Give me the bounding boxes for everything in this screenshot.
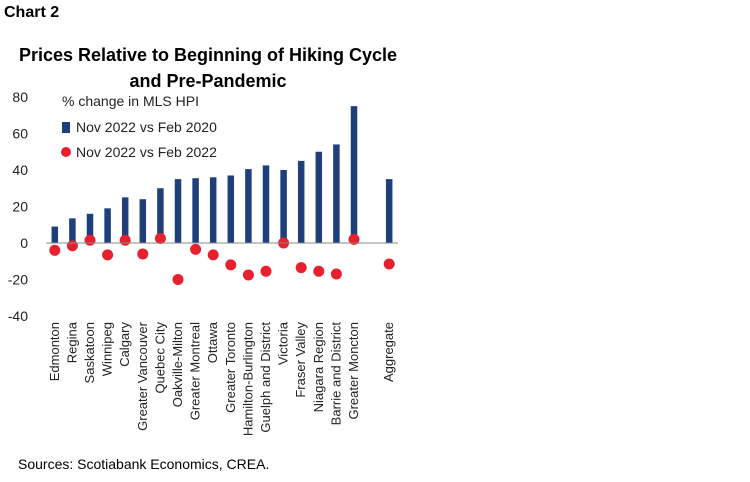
- x-tick-label-aggregate: Aggregate: [381, 322, 396, 382]
- bar-aggregate: [385, 179, 393, 243]
- legend-label-dot: Nov 2022 vs Feb 2022: [76, 144, 217, 160]
- x-tick-label-greater-moncton: Greater Moncton: [346, 322, 361, 420]
- bar-regina: [69, 218, 76, 243]
- y-tick-label: 80: [12, 89, 28, 105]
- y-axis: 80 60 40 20 0 -20 -40: [8, 89, 28, 324]
- y-tick-label: -20: [8, 272, 28, 288]
- dot-ottawa: [207, 249, 219, 261]
- dot-guelph-and-district: [260, 265, 272, 277]
- chart-title: Prices Relative to Beginning of Hiking C…: [18, 45, 398, 91]
- y-tick-label: -40: [8, 308, 28, 324]
- bar-series: [51, 106, 393, 243]
- chart-label: Chart 2: [4, 4, 60, 21]
- dot-edmonton: [49, 244, 61, 256]
- x-tick-label-winnipeg: Winnipeg: [100, 322, 115, 376]
- dot-regina: [66, 240, 78, 252]
- dot-hamilton-burlington: [242, 269, 254, 281]
- x-tick-label-greater-toronto: Greater Toronto: [223, 322, 238, 413]
- bar-calgary: [121, 197, 129, 243]
- bar-barrie-and-district: [333, 144, 340, 243]
- x-axis-labels: Edmonton Regina Saskatoon Winnipeg Calgary Gr…: [47, 321, 396, 436]
- x-tick-label-oakville-milton: Oakville-Milton: [170, 322, 185, 407]
- bar-winnipeg: [104, 208, 111, 243]
- bar-fraser-valley: [297, 160, 305, 243]
- dot-aggregate: [383, 258, 395, 270]
- y-tick-label: 40: [12, 162, 28, 178]
- x-tick-label-edmonton: Edmonton: [47, 322, 62, 381]
- dot-winnipeg: [102, 249, 114, 261]
- x-tick-label-greater-vancouver: Greater Vancouver: [135, 321, 150, 431]
- dot-greater-vancouver: [137, 248, 149, 260]
- dot-niagara-region: [313, 265, 325, 277]
- dot-greater-toronto: [225, 259, 237, 271]
- bar-niagara-region: [315, 151, 323, 243]
- bar-greater-toronto: [227, 175, 235, 243]
- bar-quebec-city: [157, 188, 164, 243]
- dot-barrie-and-district: [330, 268, 342, 280]
- dot-calgary: [119, 234, 131, 246]
- bar-greater-montreal: [192, 178, 199, 243]
- dot-fraser-valley: [295, 262, 307, 274]
- x-tick-label-quebec-city: Quebec City: [152, 322, 167, 394]
- y-tick-label: 20: [12, 199, 28, 215]
- bar-edmonton: [51, 226, 59, 243]
- dot-series: [49, 232, 395, 285]
- y-axis-label: % change in MLS HPI: [62, 93, 199, 109]
- x-tick-label-guelph-and-district: Guelph and District: [258, 322, 273, 433]
- bar-ottawa: [209, 177, 217, 243]
- y-tick-label: 0: [20, 235, 28, 251]
- dot-saskatoon: [84, 234, 96, 246]
- x-tick-label-regina: Regina: [64, 321, 79, 363]
- x-tick-label-calgary: Calgary: [117, 322, 132, 367]
- bar-oakville-milton: [174, 179, 182, 243]
- x-tick-label-ottawa: Ottawa: [205, 321, 220, 363]
- legend-swatch-dot: [61, 147, 71, 157]
- dot-greater-moncton: [348, 233, 360, 245]
- x-tick-label-victoria: Victoria: [276, 321, 291, 365]
- y-tick-label: 60: [12, 126, 28, 142]
- bar-victoria: [280, 170, 287, 243]
- x-tick-label-hamilton-burlington: Hamilton-Burlington: [240, 322, 255, 436]
- bar-greater-vancouver: [139, 199, 147, 243]
- legend-swatch-bar: [62, 122, 70, 133]
- x-tick-label-niagara-region: Niagara Region: [311, 322, 326, 412]
- dot-greater-montreal: [190, 243, 202, 255]
- bar-saskatoon: [86, 213, 94, 243]
- source-note: Sources: Scotiabank Economics, CREA.: [18, 456, 270, 472]
- bar-guelph-and-district: [262, 165, 270, 243]
- legend-label-bar: Nov 2022 vs Feb 2020: [76, 119, 217, 135]
- legend: Nov 2022 vs Feb 2020 Nov 2022 vs Feb 202…: [61, 119, 217, 160]
- bar-hamilton-burlington: [245, 169, 252, 243]
- dot-quebec-city: [154, 232, 166, 244]
- x-tick-label-greater-montreal: Greater Montreal: [188, 322, 203, 420]
- x-tick-label-saskatoon: Saskatoon: [82, 322, 97, 383]
- x-tick-label-barrie-and-district: Barrie and District: [328, 322, 343, 426]
- dot-oakville-milton: [172, 274, 184, 285]
- x-tick-label-fraser-valley: Fraser Valley: [293, 322, 308, 398]
- bar-greater-moncton: [350, 106, 358, 243]
